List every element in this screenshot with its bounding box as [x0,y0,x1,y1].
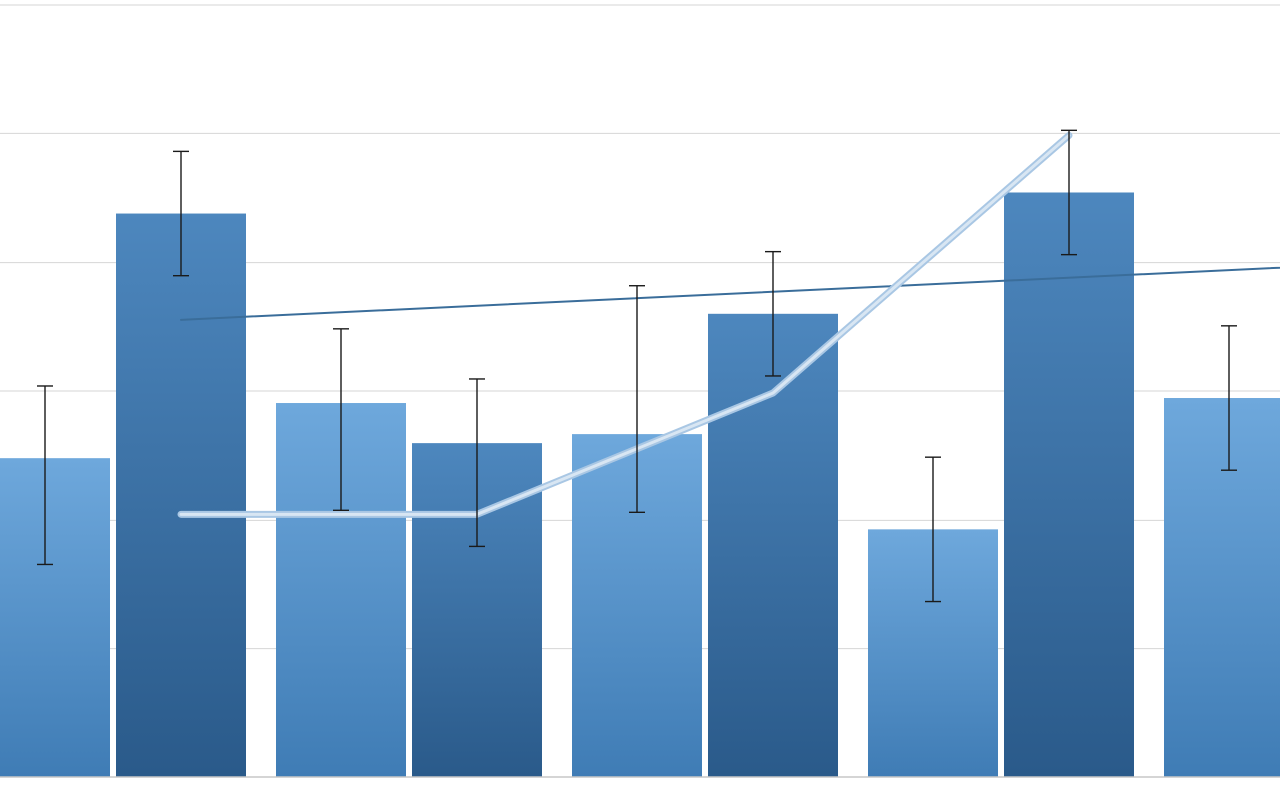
chart-svg [0,0,1280,785]
bar-chart [0,0,1280,785]
bars [0,192,1280,777]
bar-front-0 [116,214,246,777]
bar-back-0 [0,458,110,777]
bar-back-4 [1164,398,1280,777]
bar-front-2 [708,314,838,777]
